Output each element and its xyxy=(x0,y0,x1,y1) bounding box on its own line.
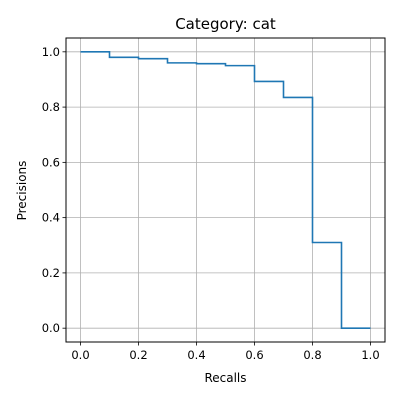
y-tick-label: 0.0 xyxy=(42,321,60,335)
x-tick-label: 0.4 xyxy=(187,348,205,362)
precision-recall-step-line xyxy=(80,51,371,329)
x-axis-ticks: 0.0 0.2 0.4 0.6 0.8 1.0 xyxy=(71,342,380,362)
x-tick-label: 1.0 xyxy=(361,348,379,362)
y-tick-label: 1.0 xyxy=(42,45,60,59)
x-axis-label: Recalls xyxy=(204,371,246,385)
y-tick-label: 0.8 xyxy=(42,100,60,114)
y-tick-label: 0.6 xyxy=(42,155,60,169)
chart-title: Category: cat xyxy=(175,15,276,33)
y-tick-label: 0.4 xyxy=(42,211,60,225)
x-tick-label: 0.8 xyxy=(303,348,321,362)
x-tick-label: 0.2 xyxy=(129,348,147,362)
series-layer xyxy=(80,51,371,329)
y-tick-label: 0.2 xyxy=(42,266,60,280)
y-axis-ticks: 0.0 0.2 0.4 0.6 0.8 1.0 xyxy=(42,45,66,335)
x-tick-label: 0.6 xyxy=(245,348,263,362)
plot-area-frame xyxy=(65,37,386,343)
y-axis-label: Precisions xyxy=(15,161,29,221)
x-tick-label: 0.0 xyxy=(71,348,89,362)
